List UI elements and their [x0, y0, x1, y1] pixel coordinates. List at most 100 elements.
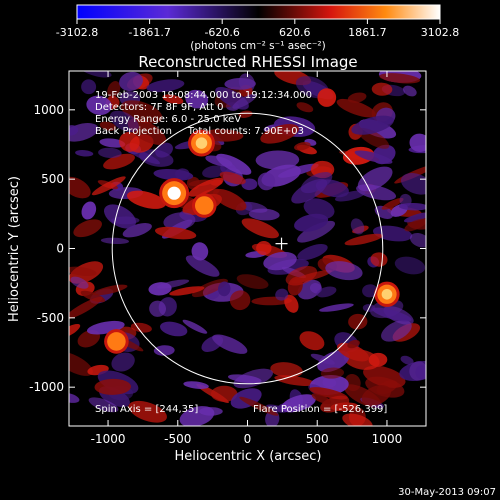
emission-ripple: [191, 242, 209, 261]
emission-ripple: [199, 407, 223, 416]
colorbar-units-label: (photons cm⁻² s⁻¹ asec⁻²): [190, 40, 325, 52]
emission-ripple: [127, 190, 166, 209]
y-tick-label: -1000: [29, 380, 64, 394]
emission-ripple: [91, 176, 126, 196]
info-block: 19-Feb-2003 19:08:44.000 to 19:12:34.000…: [95, 90, 312, 137]
emission-ripple: [372, 307, 412, 322]
emission-ripple: [320, 367, 345, 379]
y-axis-label: Heliocentric Y (arcsec): [7, 176, 22, 322]
emission-ripple: [185, 255, 220, 277]
emission-ripple: [248, 208, 280, 221]
emission-ripple: [159, 321, 188, 337]
emission-ripple: [274, 375, 316, 386]
emission-ripple: [107, 81, 121, 99]
emission-ripple: [162, 94, 184, 105]
colorbar-tick-label: 1861.7: [348, 26, 387, 39]
emission-ripple: [257, 172, 276, 191]
emission-ripple: [296, 102, 314, 113]
emission-ripple: [153, 345, 175, 356]
emission-ripple: [381, 197, 404, 210]
x-tick-label: 0: [244, 432, 252, 446]
emission-ripple: [351, 115, 394, 135]
source-peak: [381, 288, 393, 300]
emission-ripple: [109, 110, 139, 133]
emission-ripple: [294, 213, 329, 232]
emission-ripple: [281, 394, 316, 413]
emission-ripple: [370, 252, 388, 267]
info-line-detectors: Detectors: 7F 8F 9F, Att 0: [95, 102, 223, 113]
emission-ripple: [241, 218, 279, 239]
emission-ripple: [361, 385, 391, 406]
emission-ripple: [188, 177, 224, 197]
emission-ripple: [354, 150, 393, 164]
emission-ripple: [100, 237, 130, 245]
emission-ripple: [229, 290, 251, 311]
emission-ripple: [403, 85, 417, 97]
x-axis-label: Heliocentric X (arcsec): [175, 449, 322, 464]
emission-ripple: [103, 153, 135, 170]
emission-ripple: [394, 256, 426, 275]
emission-ripple: [213, 188, 247, 211]
emission-ripple: [69, 266, 97, 277]
emission-ripple: [212, 334, 248, 354]
plot-image: [69, 71, 426, 426]
spin-axis-label: Spin Axis = [244,35]: [95, 404, 198, 415]
emission-ripple: [94, 378, 132, 395]
emission-ripple: [297, 279, 322, 300]
emission-ripple: [398, 202, 426, 211]
emission-ripple: [146, 79, 185, 93]
emission-ripple: [256, 241, 272, 256]
emission-ripple: [255, 150, 300, 170]
emission-ripple: [75, 150, 94, 157]
emission-ripple: [303, 198, 335, 220]
emission-ripple: [400, 173, 426, 195]
source-peak: [167, 186, 181, 200]
emission-ripple: [379, 73, 421, 84]
colorbar-ticks: -3102.8 -1861.7 -620.6 620.6 1861.7 3102.8: [56, 19, 459, 39]
emission-ripple: [311, 393, 332, 405]
emission-ripple: [294, 141, 311, 151]
emission-ripple: [156, 279, 190, 289]
emission-ripple: [297, 244, 328, 261]
emission-ripple: [122, 223, 152, 238]
axis-ticks: -1000 -500 0 500 1000 -1000 -500 0 500 1000: [29, 71, 426, 446]
emission-ripple: [368, 352, 388, 367]
emission-ripple: [154, 226, 197, 240]
emission-ripple: [111, 352, 135, 372]
colorbar-tick-label: 3102.8: [421, 26, 460, 39]
source-core: [107, 332, 126, 351]
emission-ripple: [374, 205, 394, 219]
emission-ripple: [69, 351, 93, 376]
emission-ripple: [202, 165, 226, 178]
emission-ripple: [119, 71, 143, 91]
emission-ripple: [325, 261, 363, 281]
emission-ripple: [81, 79, 97, 95]
emission-ripple: [270, 362, 303, 378]
emission-ripple: [317, 88, 337, 107]
emission-ripple: [371, 82, 393, 96]
info-line-method: Back Projection Total counts: 7.90E+03: [95, 126, 304, 137]
emission-ripple: [403, 212, 426, 223]
emission-ripple: [275, 288, 289, 301]
emission-ripple: [263, 251, 297, 271]
emission-ripple: [98, 147, 122, 159]
y-tick-label: 0: [56, 242, 64, 256]
emission-ripple: [284, 294, 299, 313]
emission-ripple: [409, 133, 426, 152]
emission-ripple: [216, 153, 252, 175]
emission-ripple: [81, 201, 97, 220]
emission-ripple: [88, 397, 119, 413]
emission-ripple: [236, 274, 269, 290]
emission-ripple: [69, 296, 103, 320]
emission-ripple: [334, 190, 366, 202]
flare-position-label: Flare Position = [-526,399]: [253, 404, 387, 415]
emission-ripple: [336, 98, 376, 118]
emission-ripple: [238, 110, 253, 118]
emission-ripple: [163, 212, 196, 230]
emission-ripple: [381, 320, 412, 342]
emission-ripple: [348, 313, 368, 330]
emission-ripple: [310, 353, 335, 365]
emission-ripple: [285, 266, 318, 286]
emission-ripple: [415, 365, 426, 380]
